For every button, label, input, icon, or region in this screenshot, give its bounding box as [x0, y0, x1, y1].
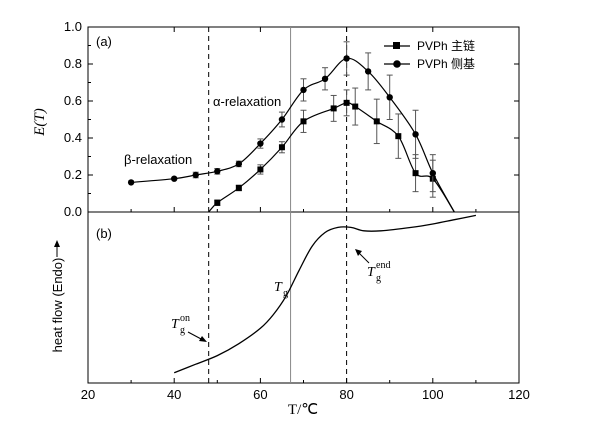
series-1-point-1 [171, 175, 178, 182]
reference-lines [208, 27, 348, 383]
series-1-point-4 [235, 160, 243, 168]
series-1-point-5 [257, 140, 264, 147]
series-0-point-6 [330, 105, 337, 112]
legend-series-1: PVPh 主链 [417, 38, 475, 53]
series-1-point-9 [343, 55, 350, 62]
series-1-point-2 [192, 171, 199, 179]
legend-series-2: PVPh 侧基 [417, 57, 475, 71]
y-tick-label: 0.6 [64, 93, 82, 108]
panel-a-plot [127, 41, 455, 213]
beta-relaxation-label: β-relaxation [124, 152, 192, 167]
y-tick-label: 1.0 [64, 19, 82, 34]
series-0-point-2 [235, 184, 242, 191]
series-1-point-8 [321, 75, 329, 83]
x-tick-label: 20 [81, 387, 95, 402]
x-tick-label: 40 [167, 387, 181, 402]
svg-text:end: end [376, 260, 390, 271]
x-tick-label: 120 [508, 387, 530, 402]
series-0-point-9 [373, 118, 380, 125]
svg-text:g: g [376, 273, 381, 284]
heat-flow-curve [173, 214, 477, 374]
series-0-line [208, 102, 455, 213]
axis-ticks: 0.0 0.2 0.4 0.6 0.8 1.0 20 40 60 80 100 120 [64, 19, 530, 402]
panel-a-label: (a) [96, 34, 112, 49]
alpha-relaxation-label: α-relaxation [213, 94, 281, 109]
legend: PVPh 主链 PVPh 侧基 [384, 38, 475, 71]
series-1-point-12 [412, 131, 419, 138]
x-tick-label: 60 [253, 387, 267, 402]
y-tick-label: 0.8 [64, 56, 82, 71]
series-1-point-10 [364, 68, 372, 75]
series-1-point-13 [429, 169, 436, 177]
panel-b-ylabel: heat flow (Endo) [50, 258, 65, 353]
legend-square-marker [393, 42, 400, 49]
svg-text:g: g [283, 288, 288, 299]
series-0-point-11 [412, 170, 419, 177]
series-0-point-3 [257, 166, 264, 173]
ylabel-arrowhead [54, 240, 60, 247]
series-0-point-4 [278, 144, 285, 151]
panel-b-plot [173, 214, 477, 374]
svg-text:T: T [274, 280, 283, 295]
svg-text:T: T [171, 317, 180, 332]
series-0-point-7 [343, 99, 350, 106]
series-1-point-7 [300, 86, 307, 94]
series-0-point-1 [214, 199, 221, 206]
series-0-point-8 [352, 103, 359, 110]
series-0-point-5 [300, 118, 307, 125]
series-1-point-0 [127, 179, 135, 186]
series-1-line [131, 57, 455, 213]
x-tick-label: 80 [339, 387, 353, 402]
tg-annotation: T g [274, 280, 288, 299]
panel-b-label: (b) [96, 226, 112, 241]
series-0-point-10 [395, 133, 402, 140]
y-tick-label: 0.2 [64, 167, 82, 182]
svg-text:T: T [367, 265, 376, 280]
x-axis-label: T/℃ [288, 402, 318, 418]
tg-onset-annotation: T g on [171, 313, 207, 342]
series-1-point-3 [214, 168, 221, 175]
y-tick-label: 0.0 [64, 204, 82, 219]
series-1-point-6 [278, 116, 286, 123]
legend-circle-marker [393, 60, 401, 68]
svg-text:g: g [180, 325, 185, 336]
svg-text:on: on [180, 313, 190, 324]
panel-a-ylabel: E(T) [32, 108, 48, 137]
y-tick-label: 0.4 [64, 130, 82, 145]
tg-end-annotation: T g end [355, 249, 390, 284]
series-1-point-11 [386, 94, 393, 101]
x-tick-label: 100 [422, 387, 444, 402]
